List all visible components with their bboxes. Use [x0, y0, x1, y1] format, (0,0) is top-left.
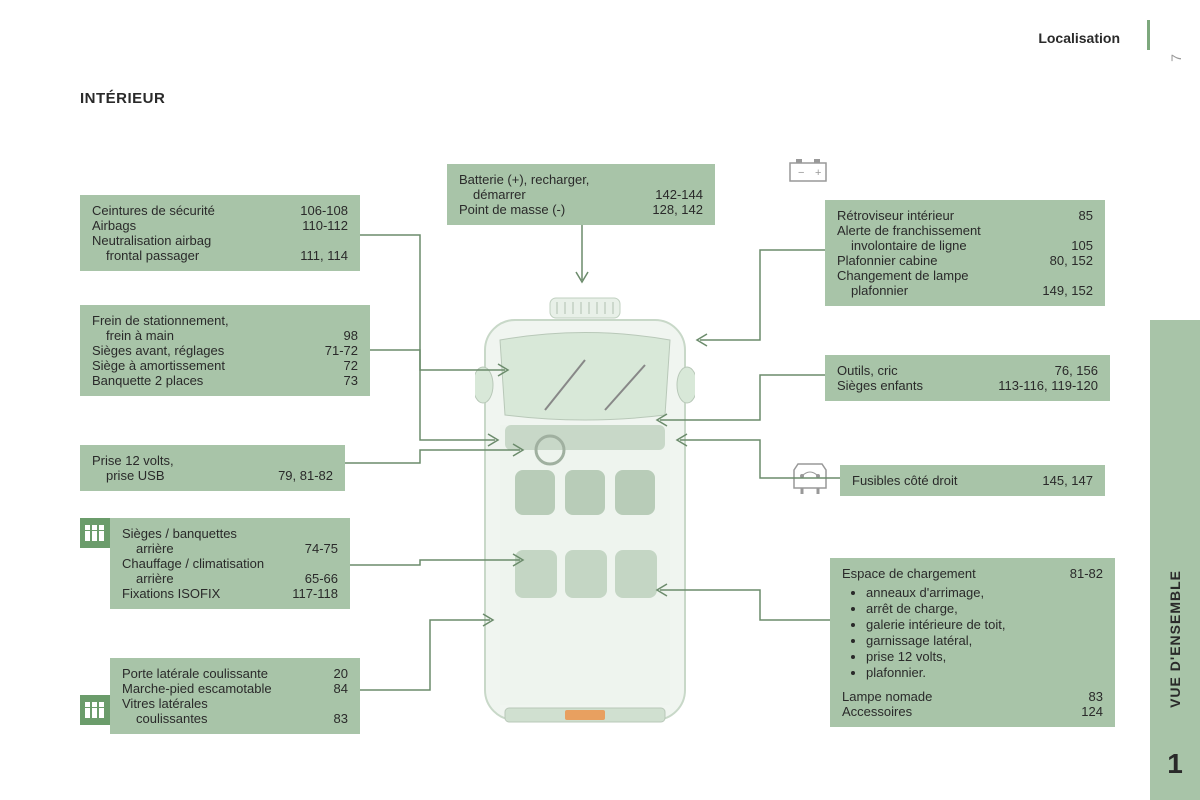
page: 111, 114 — [300, 248, 348, 263]
box-mirror: Rétroviseur intérieur 85 Alerte de franch… — [825, 200, 1105, 306]
page: 83 — [1089, 689, 1103, 704]
box-battery: Batterie (+), recharger, démarrer 142-144… — [447, 164, 715, 225]
page: 73 — [344, 373, 358, 388]
cargo-bullets: anneaux d'arrimage, arrêt de charge, gal… — [842, 585, 1103, 680]
page: 117-118 — [292, 586, 338, 601]
page: 142-144 — [655, 187, 703, 202]
box-seats: Frein de stationnement, frein à main 98 S… — [80, 305, 370, 396]
page: 79, 81-82 — [278, 468, 333, 483]
seats-icon — [80, 518, 110, 548]
label: Rétroviseur intérieur — [837, 208, 954, 223]
label: frontal passager — [106, 248, 199, 263]
page: 80, 152 — [1050, 253, 1093, 268]
page: 72 — [344, 358, 358, 373]
box-cargo: Espace de chargement 81-82 anneaux d'arri… — [830, 558, 1115, 727]
box-safety: Ceintures de sécurité 106-108 Airbags 110-… — [80, 195, 360, 271]
bullet: prise 12 volts, — [866, 649, 1103, 664]
label: Frein de stationnement, — [92, 313, 229, 328]
label: Sièges / banquettes — [122, 526, 237, 541]
label: arrière — [136, 541, 174, 556]
label: Neutralisation airbag — [92, 233, 211, 248]
label: prise USB — [106, 468, 165, 483]
label: Outils, cric — [837, 363, 898, 378]
label: Sièges avant, réglages — [92, 343, 224, 358]
bullet: galerie intérieure de toit, — [866, 617, 1103, 632]
page: 110-112 — [302, 218, 348, 233]
bullet: garnissage latéral, — [866, 633, 1103, 648]
bullet: plafonnier. — [866, 665, 1103, 680]
label: involontaire de ligne — [851, 238, 967, 253]
page: 65-66 — [305, 571, 338, 586]
page: 76, 156 — [1055, 363, 1098, 378]
page: 149, 152 — [1042, 283, 1093, 298]
box-doors: Porte latérale coulissante 20 Marche-pied… — [110, 658, 360, 734]
label: arrière — [136, 571, 174, 586]
box-usb: Prise 12 volts, prise USB 79, 81-82 — [80, 445, 345, 491]
label: frein à main — [106, 328, 174, 343]
label: démarrer — [473, 187, 526, 202]
seats-icon — [80, 695, 110, 725]
label: Point de masse (-) — [459, 202, 565, 217]
label: Airbags — [92, 218, 136, 233]
label: Lampe nomade — [842, 689, 932, 704]
label: Banquette 2 places — [92, 373, 203, 388]
label: Porte latérale coulissante — [122, 666, 268, 681]
page: 124 — [1081, 704, 1103, 719]
label: Prise 12 volts, — [92, 453, 174, 468]
label: Fixations ISOFIX — [122, 586, 220, 601]
label: Batterie (+), recharger, — [459, 172, 589, 187]
label: coulissantes — [136, 711, 208, 726]
page: 145, 147 — [1042, 473, 1093, 488]
label: Fusibles côté droit — [852, 473, 958, 488]
label: Sièges enfants — [837, 378, 923, 393]
page: 98 — [344, 328, 358, 343]
page: 20 — [334, 666, 348, 681]
box-fuses: Fusibles côté droit 145, 147 — [840, 465, 1105, 496]
page: 81-82 — [1070, 566, 1103, 581]
label: Ceintures de sécurité — [92, 203, 215, 218]
page: 85 — [1079, 208, 1093, 223]
page: 84 — [334, 681, 348, 696]
page: 71-72 — [325, 343, 358, 358]
page: 113-116, 119-120 — [998, 378, 1098, 393]
page: 106-108 — [300, 203, 348, 218]
label: Siège à amortissement — [92, 358, 225, 373]
page: 128, 142 — [652, 202, 703, 217]
page: 105 — [1071, 238, 1093, 253]
bullet: arrêt de charge, — [866, 601, 1103, 616]
page: 83 — [334, 711, 348, 726]
label: Changement de lampe — [837, 268, 969, 283]
label: Accessoires — [842, 704, 912, 719]
label: Plafonnier cabine — [837, 253, 937, 268]
label: Marche-pied escamotable — [122, 681, 272, 696]
label: plafonnier — [851, 283, 908, 298]
page: 74-75 — [305, 541, 338, 556]
label: Chauffage / climatisation — [122, 556, 264, 571]
label: Vitres latérales — [122, 696, 208, 711]
label: Alerte de franchissement — [837, 223, 981, 238]
bullet: anneaux d'arrimage, — [866, 585, 1103, 600]
box-tools: Outils, cric 76, 156 Sièges enfants 113-11… — [825, 355, 1110, 401]
box-rear-seats: Sièges / banquettes arrière 74-75 Chauffa… — [110, 518, 350, 609]
label: Espace de chargement — [842, 566, 976, 581]
